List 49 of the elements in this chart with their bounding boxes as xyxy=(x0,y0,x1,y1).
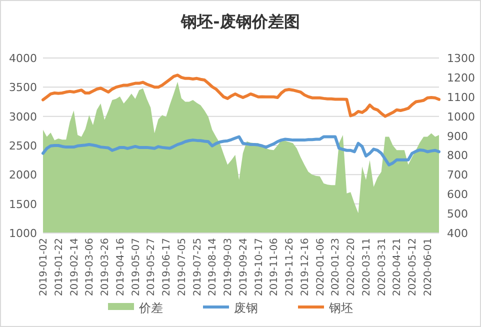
x-tick-label: 2019-09-24 xyxy=(238,238,250,296)
x-tick-label: 2020-01-23 xyxy=(330,238,342,296)
x-tick-label: 2020-06-01 xyxy=(422,238,434,296)
legend-label: 钢坯 xyxy=(328,301,353,315)
y2-tick-label: 600 xyxy=(447,188,468,202)
y2-tick-label: 900 xyxy=(447,130,468,143)
y-tick-label: 2000 xyxy=(9,168,37,182)
x-tick-label: 2020-05-12 xyxy=(408,238,419,296)
y2-tick-label: 500 xyxy=(447,208,468,221)
legend-label: 废钢 xyxy=(234,301,258,315)
x-tick-label: 2020-02-20 xyxy=(346,238,358,296)
y2-tick-label: 800 xyxy=(447,149,468,162)
x-tick-label: 2019-12-16 xyxy=(300,238,311,296)
x-tick-label: 2020-03-11 xyxy=(361,238,372,296)
x-tick-label: 2019-07-05 xyxy=(176,238,188,296)
legend-label: 价差 xyxy=(138,301,163,315)
y2-tick-label: 1200 xyxy=(447,71,475,84)
x-tick-label: 2020-01-06 xyxy=(315,238,326,296)
y-tick-label: 1000 xyxy=(9,227,37,240)
x-tick-label: 2019-07-25 xyxy=(192,238,204,296)
y2-tick-label: 400 xyxy=(447,227,468,240)
y-tick-label: 3000 xyxy=(9,110,37,124)
x-tick-label: 2019-03-26 xyxy=(100,238,112,296)
x-tick-label: 2019-01-22 xyxy=(54,238,65,296)
line-series xyxy=(42,135,440,166)
x-tick-label: 2020-04-21 xyxy=(392,238,404,296)
chart-title: 钢坯-废钢价差图 xyxy=(180,12,300,31)
x-tick-label: 2019-08-14 xyxy=(208,238,219,296)
x-tick-label: 2019-01-02 xyxy=(38,238,50,296)
x-tick-label: 2019-04-16 xyxy=(115,238,126,296)
y2-tick-label: 1300 xyxy=(447,52,475,65)
y-tick-label: 3500 xyxy=(9,81,37,94)
x-tick-label: 2020-03-31 xyxy=(376,238,388,296)
line-series xyxy=(42,74,440,118)
y-tick-label: 2500 xyxy=(9,140,37,152)
x-tick-label: 2019-05-07 xyxy=(130,238,142,296)
x-tick-label: 2019-10-17 xyxy=(254,238,265,296)
x-tick-label: 2019-11-26 xyxy=(284,238,296,296)
y2-tick-label: 1100 xyxy=(447,90,475,104)
x-tick-label: 2019-05-27 xyxy=(146,238,158,296)
x-tick-label: 2019-03-06 xyxy=(84,238,96,296)
y-tick-label: 1500 xyxy=(9,198,37,211)
x-tick-label: 2019-02-14 xyxy=(69,238,80,296)
y2-tick-label: 1000 xyxy=(447,110,475,124)
x-tick-label: 2019-11-06 xyxy=(269,238,280,296)
x-tick-label: 2019-06-17 xyxy=(162,238,173,296)
x-tick-label: 2019-09-03 xyxy=(223,238,234,296)
y-tick-label: 4000 xyxy=(9,52,37,65)
y2-tick-label: 700 xyxy=(447,168,468,182)
